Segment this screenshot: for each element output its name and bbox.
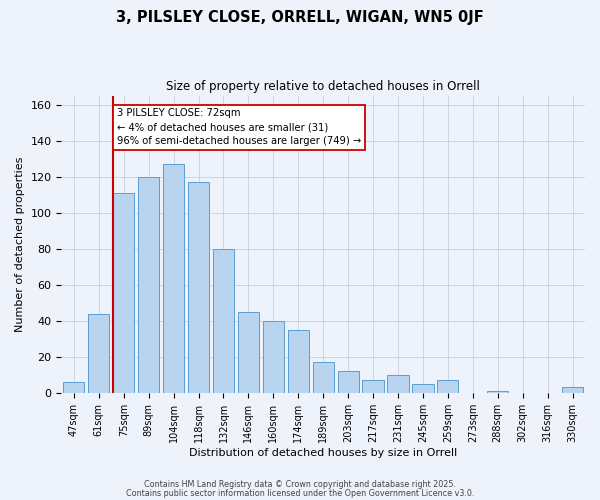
X-axis label: Distribution of detached houses by size in Orrell: Distribution of detached houses by size … xyxy=(189,448,457,458)
Text: Contains HM Land Registry data © Crown copyright and database right 2025.: Contains HM Land Registry data © Crown c… xyxy=(144,480,456,489)
Bar xyxy=(388,375,409,393)
Bar xyxy=(188,182,209,393)
Bar xyxy=(287,330,309,393)
Bar xyxy=(163,164,184,393)
Bar xyxy=(213,248,234,393)
Bar xyxy=(88,314,109,393)
Bar xyxy=(437,380,458,393)
Bar xyxy=(487,391,508,393)
Text: 3, PILSLEY CLOSE, ORRELL, WIGAN, WN5 0JF: 3, PILSLEY CLOSE, ORRELL, WIGAN, WN5 0JF xyxy=(116,10,484,25)
Y-axis label: Number of detached properties: Number of detached properties xyxy=(15,156,25,332)
Bar xyxy=(562,388,583,393)
Bar xyxy=(238,312,259,393)
Title: Size of property relative to detached houses in Orrell: Size of property relative to detached ho… xyxy=(166,80,480,93)
Bar xyxy=(412,384,434,393)
Text: Contains public sector information licensed under the Open Government Licence v3: Contains public sector information licen… xyxy=(126,488,474,498)
Bar xyxy=(362,380,383,393)
Text: 3 PILSLEY CLOSE: 72sqm
← 4% of detached houses are smaller (31)
96% of semi-deta: 3 PILSLEY CLOSE: 72sqm ← 4% of detached … xyxy=(117,108,361,146)
Bar xyxy=(113,193,134,393)
Bar xyxy=(338,371,359,393)
Bar xyxy=(63,382,85,393)
Bar xyxy=(313,362,334,393)
Bar xyxy=(138,176,159,393)
Bar xyxy=(263,321,284,393)
